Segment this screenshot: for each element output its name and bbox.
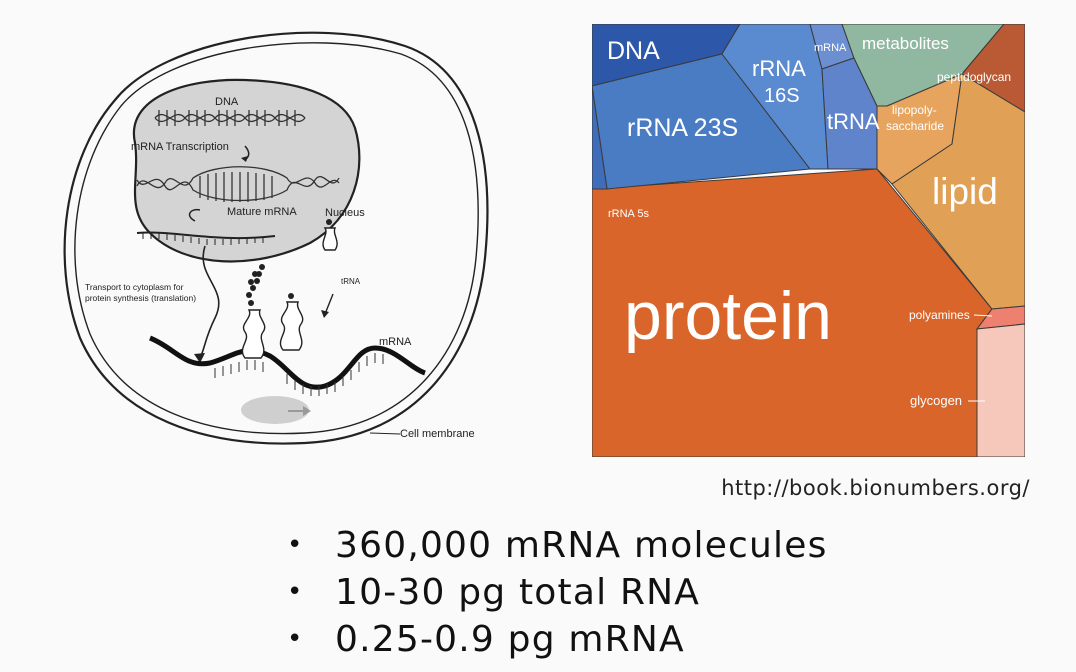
mature-mrna [136,231,276,240]
bullet-text: 10-30 pg total RNA [335,572,701,613]
treemap-label-metabolites: metabolites [862,34,949,53]
source-url: http://book.bionumbers.org/ [721,476,1030,500]
bullet-text: 0.25-0.9 pg mRNA [335,619,685,660]
bullet-icon: • [287,530,304,560]
transcription-label: mRNA Transcription [131,141,229,153]
treemap-label-lipopolysaccharide-1: lipopoly- [892,103,937,117]
treemap-label-rrna16s-2: 16S [764,85,800,107]
bullet-item: • 0.25-0.9 pg mRNA [287,616,828,663]
cell-diagram: DNA mRNA Transcription Mature mRNA Nucle… [63,31,489,445]
bullet-icon: • [287,577,304,607]
cell-membrane-label: Cell membrane [400,428,475,440]
cytoplasm-mrna [149,335,426,390]
trna-group [241,227,338,359]
dna-label: DNA [215,96,239,108]
mrna-label: mRNA [379,336,412,348]
bullet-text: 360,000 mRNA molecules [335,525,828,566]
treemap-cell-peptidoglycan [961,24,1025,113]
cell-membrane-outer [63,31,489,445]
cell-composition-treemap: DNA rRNA 23S rRNA 16S mRNA tRNA rRNA 5s … [592,24,1025,457]
treemap-label-rrna16s-1: rRNA [752,56,806,81]
treemap-label-lipopolysaccharide-2: saccharide [886,119,944,133]
treemap-label-glycogen: glycogen [910,393,962,408]
treemap-label-rrna5s: rRNA 5s [608,208,649,220]
ribosome-shadow [241,396,309,424]
bullet-item: • 10-30 pg total RNA [287,569,828,616]
treemap-label-peptidoglycan: peptidoglycan [937,70,1011,84]
amino-acid-chain [246,219,332,306]
treemap-label-dna: DNA [607,37,660,65]
treemap-label-polyamines: polyamines [909,308,970,322]
transport-arrow [199,245,220,359]
transport-label-1: Transport to cytoplasm for [85,282,184,292]
nucleus-label: Nucleus [325,207,365,219]
mature-mrna-label: Mature mRNA [227,206,297,218]
treemap-label-protein: protein [624,278,832,354]
cell-membrane-inner [74,42,479,435]
transport-label-2: protein synthesis (translation) [85,293,196,303]
treemap-cell-rrna5s [592,85,608,190]
treemap-cell-glycogen [976,323,1025,457]
transcription-helix [136,166,340,202]
trna-label: tRNA [341,277,361,286]
treemap-label-rrna23s: rRNA 23S [627,114,738,142]
bullet-icon: • [287,624,304,654]
treemap-cell-lipid [891,73,1025,310]
bullet-item: • 360,000 mRNA molecules [287,522,828,569]
treemap-label-lipid: lipid [932,171,998,212]
treemap-label-trna: tRNA [827,109,880,134]
treemap-cell-polyamines [975,305,1025,330]
treemap-label-mrna: mRNA [814,42,847,54]
bullet-list: • 360,000 mRNA molecules • 10-30 pg total … [287,522,828,663]
dna-helix [154,110,306,126]
